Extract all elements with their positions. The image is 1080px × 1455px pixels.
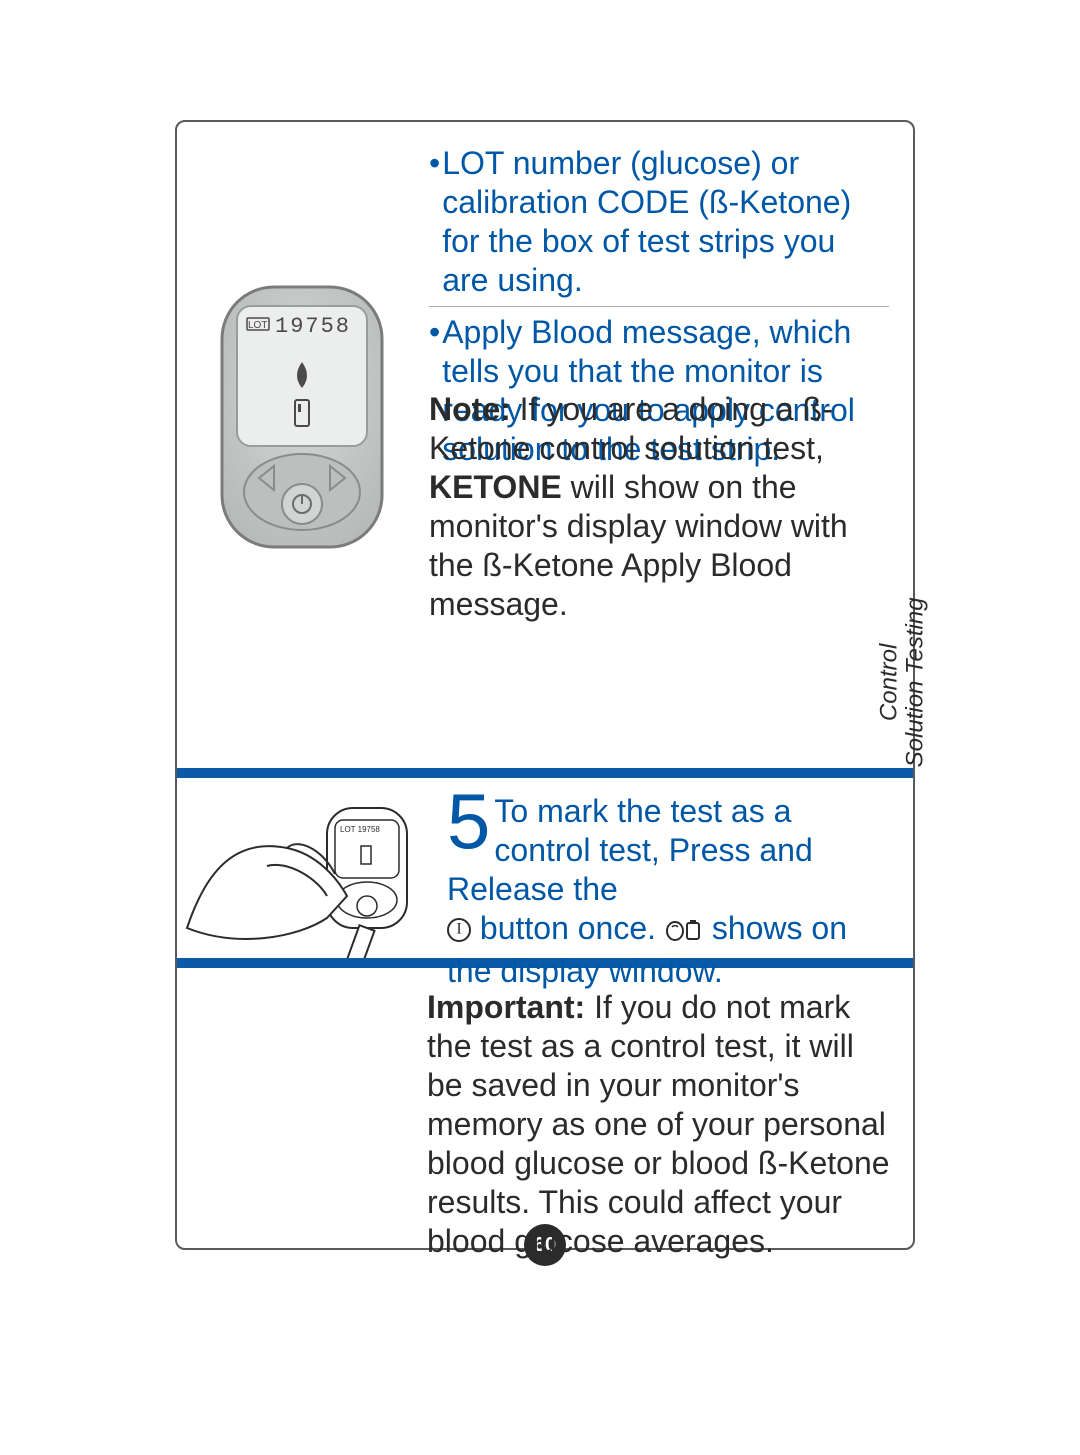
step-banner: LOT 19758 5 To mark the test as a contro… [177,768,913,968]
lot-label-text: LOT [248,320,267,331]
section-top: • LOT number (glucose) or calibration CO… [177,122,917,742]
step5-text: 5 To mark the test as a control test, Pr… [437,778,913,958]
important-label: Important: [427,989,585,1025]
step-banner-inner: LOT 19758 5 To mark the test as a contro… [177,778,913,958]
important-text: If you do not mark the test as a control… [427,989,890,1259]
control-vial-icon [665,913,703,952]
step5-line1: To mark the test as a control test, Pres… [447,793,813,907]
section-side-tab: Control Solution Testing [883,572,923,792]
important-paragraph: Important: If you do not mark the test a… [427,988,897,1261]
bullet-text: LOT number (glucose) or calibration CODE… [442,144,889,300]
note-label: Note: [429,391,511,427]
glucose-meter-illustration: LOT 19758 [207,282,397,562]
step-number: 5 [447,788,494,854]
side-tab-text: Control Solution Testing [877,597,930,767]
bullet-dot-icon: • [429,144,442,300]
note-ketone: KETONE [429,469,562,505]
svg-text:LOT 19758: LOT 19758 [340,825,380,834]
note-paragraph: Note: If you are a doing a ß-Ketone cont… [429,390,889,624]
bullet-item: • LOT number (glucose) or calibration CO… [429,144,889,307]
lot-number-text: 19758 [275,314,351,339]
power-button-icon [447,918,471,942]
step5-line2a: button once. [471,910,665,946]
hand-press-illustration: LOT 19758 [177,778,437,958]
